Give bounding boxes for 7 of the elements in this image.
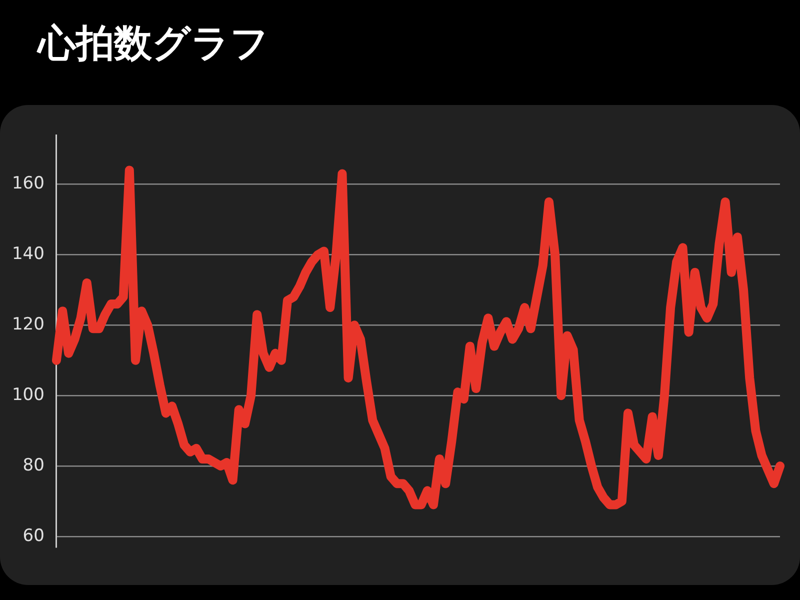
y-tick-label: 80 [22,455,44,476]
chart-title: 心拍数グラフ [38,20,269,67]
y-tick-label: 100 [12,385,44,406]
y-tick-label: 120 [12,314,44,335]
y-tick-label: 160 [12,174,44,194]
y-tick-label: 140 [12,244,44,264]
y-tick-label: 60 [22,526,44,546]
